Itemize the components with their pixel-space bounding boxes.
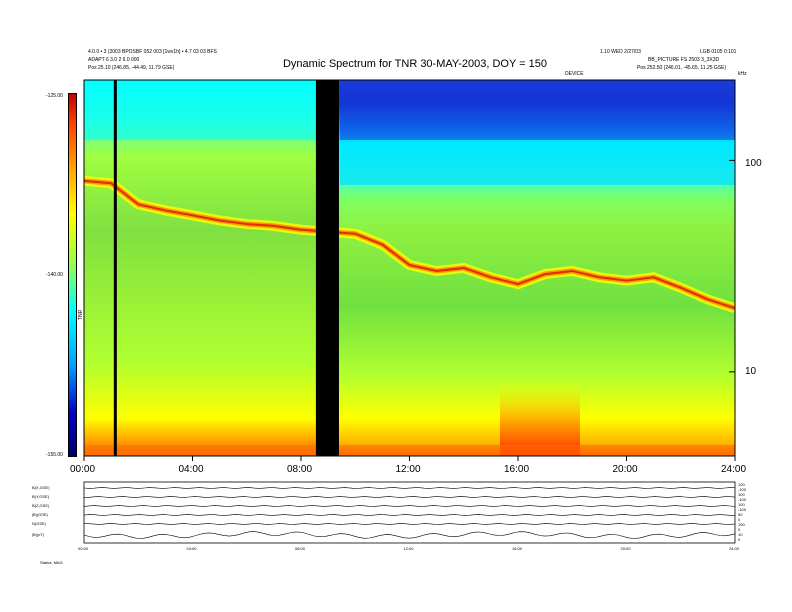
y-tick-label-10: 10 [745, 366, 757, 377]
mini-panel-label: |B|(nT) [32, 532, 45, 537]
x-tick-label: 08:00 [287, 464, 313, 475]
mini-right-tick: 100 [738, 522, 745, 527]
header-right-line4: Pos 252.50 (246.01, -45.65, 11.25 GSE) [637, 65, 727, 71]
plasma-line-2 [84, 179, 735, 310]
mini-right-tick: -100 [738, 507, 747, 512]
mini-right-tick: 0 [738, 517, 741, 522]
mini-trace [84, 523, 736, 525]
header-right-line1: 1.10 WED 2/27/03 [600, 49, 641, 55]
mini-panel-label: B(X,GSE) [32, 485, 50, 490]
header-left-line3: Pos 25.10 (246.85, -44.49, 11.79 GSE) [88, 65, 175, 71]
mini-trace [83, 531, 736, 539]
x-tick-label: 20:00 [612, 464, 638, 475]
chart-title: Dynamic Spectrum for TNR 30-MAY-2003, DO… [282, 58, 547, 70]
mini-x-tick-label: 12:00 [403, 546, 414, 551]
x-tick-label: 04:00 [178, 464, 204, 475]
mini-trace [83, 487, 736, 489]
mini-x-tick-label: 16:00 [512, 546, 523, 551]
mini-panel-label: N(GSE) [32, 521, 46, 526]
mini-right-tick: 100 [738, 482, 745, 487]
mini-right-tick: 100 [738, 502, 745, 507]
colorbar-tick-mid: -140.00 [46, 272, 63, 278]
mini-trace [84, 496, 736, 498]
mini-x-tick-label: 00:00 [78, 546, 89, 551]
colorbar-tick-bottom: -155.00 [46, 452, 63, 458]
colorbar [68, 93, 77, 457]
x-tick-label: 00:00 [70, 464, 96, 475]
x-tick-label: 16:00 [504, 464, 530, 475]
data-gap-1 [113, 80, 117, 456]
header-right-line2: LGB 0105 0:101 [700, 49, 737, 55]
mini-panel-label: B(Y,GSE) [32, 494, 50, 499]
x-tick-label: 24:00 [721, 464, 747, 475]
mini-panel-label: B(Z,GSE) [32, 503, 50, 508]
header-left-line2: ADAPT 6 3.0 2 6.0 000 [88, 57, 140, 63]
mini-right-tick: 10 [738, 532, 743, 537]
mini-trace [83, 505, 736, 507]
header-left-line1: 4.0.0 • 3 (2003 BPOSBF 052 003 [1wv1h] •… [88, 49, 217, 55]
khz-label: kHz [738, 71, 747, 77]
y-tick-label-100: 100 [745, 158, 762, 169]
mini-right-tick: 100 [738, 492, 745, 497]
mini-right-tick: 0 [738, 537, 741, 542]
mini-right-tick: -100 [738, 497, 747, 502]
mini-x-tick-label: 24:00 [729, 546, 740, 551]
x-tick-label: 12:00 [395, 464, 421, 475]
mini-panel-label: |B|(GSE) [32, 512, 48, 517]
device-label: DEVICE [565, 71, 584, 77]
colorbar-tick-top: -125.00 [46, 93, 63, 99]
mini-x-tick-label: 08:00 [295, 546, 306, 551]
mini-x-tick-label: 04:00 [186, 546, 197, 551]
data-gap-2 [315, 80, 339, 456]
mini-x-tick-label: 20:00 [620, 546, 631, 551]
mini-panels-frame [83, 481, 736, 544]
mini-right-tick: -100 [738, 487, 747, 492]
mini-right-tick: 0 [738, 527, 741, 532]
header-right-line3: BB_PICTURE FS 2503 3_3X3D [648, 57, 720, 63]
mini-trace [83, 514, 735, 516]
footer-status: Status: MAG [40, 560, 63, 565]
mini-right-tick: 50 [738, 512, 743, 517]
